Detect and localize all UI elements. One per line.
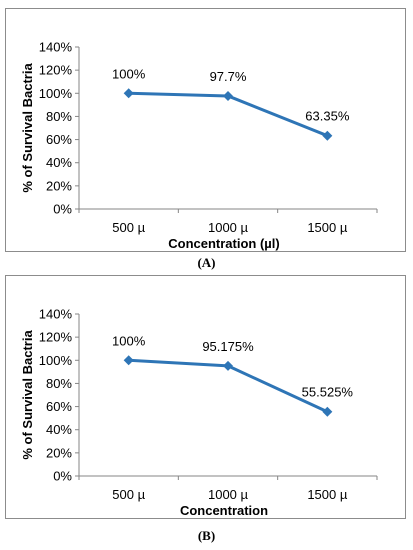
x-tick-label: 1000 µ xyxy=(208,220,249,235)
y-tick-label: 0% xyxy=(53,202,72,217)
data-point-marker xyxy=(223,90,233,101)
y-tick-label: 80% xyxy=(46,376,72,391)
data-label: 95.175% xyxy=(202,339,254,354)
y-tick-label: 60% xyxy=(46,132,72,147)
panel-label-a: (A) xyxy=(197,255,216,270)
x-tick-label: 1500 µ xyxy=(307,487,348,502)
data-point-marker xyxy=(322,130,333,141)
panel-label-b: (B) xyxy=(197,528,216,543)
y-tick-label: 120% xyxy=(39,330,73,345)
data-point-marker xyxy=(322,406,333,417)
line-chart-a: 0% 20% 40% 60% 80% 100% 120% 140% 500 µ 1000 µ 150… xyxy=(20,40,378,251)
data-point-marker xyxy=(223,360,233,371)
data-label: 63.35% xyxy=(305,109,350,124)
data-point-marker xyxy=(123,355,134,366)
data-label: 97.7% xyxy=(210,69,247,84)
y-tick-label: 140% xyxy=(39,40,73,55)
y-axis-title: % of Survival Bactria xyxy=(20,330,35,460)
x-axis-title: Concentration xyxy=(180,503,268,518)
y-tick-label: 140% xyxy=(39,307,73,322)
y-tick-label: 40% xyxy=(46,422,72,437)
y-tick-label: 120% xyxy=(39,63,73,78)
y-axis-title: % of Survival Bactria xyxy=(20,63,35,193)
y-tick-label: 40% xyxy=(46,155,72,170)
y-tick-label: 60% xyxy=(46,399,72,414)
data-label: 100% xyxy=(112,66,146,81)
x-tick-label: 500 µ xyxy=(112,487,145,502)
chart-panel-b: 0% 20% 40% 60% 80% 100% 120% 140% 500 µ 1000 µ 150… xyxy=(5,275,406,519)
y-tick-label: 80% xyxy=(46,109,72,124)
y-tick-label: 100% xyxy=(39,86,73,101)
data-point-marker xyxy=(123,88,134,99)
y-tick-label: 20% xyxy=(46,445,72,460)
y-tick-label: 100% xyxy=(39,353,73,368)
x-tick-label: 1000 µ xyxy=(208,487,249,502)
y-tick-label: 20% xyxy=(46,178,72,193)
data-label: 100% xyxy=(112,333,146,348)
x-axis-title: Concentration (µl) xyxy=(168,236,279,251)
y-tick-label: 0% xyxy=(53,469,72,484)
chart-panel-a: 0% 20% 40% 60% 80% 100% 120% 140% 500 µ 1000 µ 150… xyxy=(5,8,406,252)
data-label: 55.525% xyxy=(302,385,354,400)
x-tick-label: 1500 µ xyxy=(307,220,348,235)
line-chart-b: 0% 20% 40% 60% 80% 100% 120% 140% 500 µ 1000 µ 150… xyxy=(20,307,378,518)
x-tick-label: 500 µ xyxy=(112,220,145,235)
